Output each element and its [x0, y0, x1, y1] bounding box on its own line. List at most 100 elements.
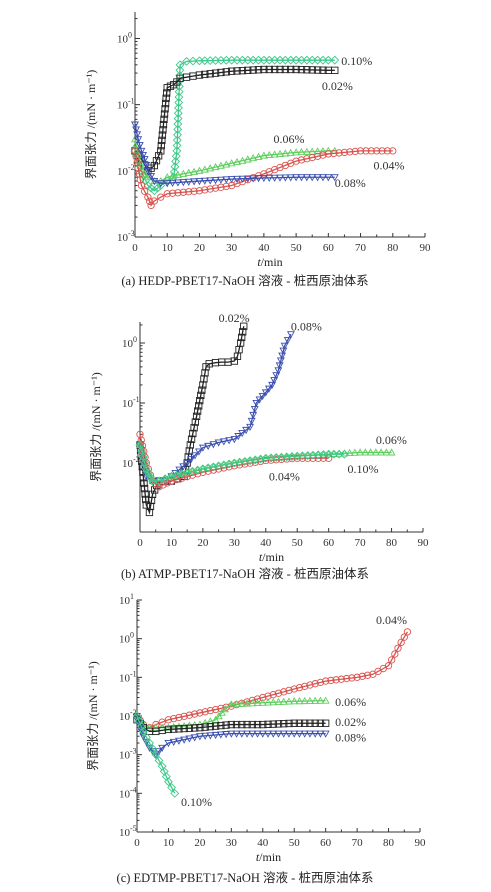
data-point	[279, 697, 288, 705]
data-point	[196, 709, 204, 717]
data-point	[191, 452, 199, 460]
y-tick-label: 10-3	[117, 229, 135, 244]
data-point	[259, 151, 268, 159]
y-tick-label: 10-4	[119, 785, 137, 800]
y-tick-label: 10-3	[119, 747, 137, 762]
data-point	[232, 699, 241, 708]
x-axis-label: t/min	[257, 255, 282, 269]
data-point	[206, 707, 215, 715]
data-point	[148, 476, 158, 486]
data-point	[173, 108, 183, 118]
data-point	[173, 170, 182, 178]
data-point	[227, 159, 236, 167]
data-point	[185, 711, 194, 719]
series-label: 0.04%	[373, 159, 404, 173]
data-point	[151, 723, 160, 731]
data-point	[276, 149, 284, 157]
data-point	[211, 177, 220, 185]
data-point	[195, 402, 203, 410]
x-tick-label: 70	[355, 537, 367, 549]
data-point	[160, 115, 168, 123]
data-point	[297, 148, 306, 156]
data-point	[331, 66, 339, 74]
y-axis-label: 界面张力 /(mN · m⁻¹)	[89, 372, 103, 482]
data-point	[337, 675, 346, 683]
data-point	[170, 725, 178, 733]
data-point	[187, 435, 196, 443]
data-point	[240, 322, 248, 330]
data-point	[160, 474, 170, 484]
data-point	[190, 424, 198, 432]
series-0-02pct	[131, 65, 339, 175]
data-point	[151, 750, 161, 760]
data-point	[137, 436, 145, 444]
data-point	[384, 662, 393, 670]
data-point	[145, 723, 154, 731]
data-point	[242, 426, 251, 435]
data-point	[270, 174, 279, 182]
data-point	[184, 178, 193, 186]
series-line	[136, 715, 176, 794]
data-point	[234, 433, 243, 441]
data-point	[340, 449, 349, 457]
data-point	[311, 696, 320, 704]
data-point	[316, 730, 325, 738]
data-point	[301, 682, 309, 690]
data-point	[134, 136, 143, 144]
data-point	[292, 174, 301, 182]
data-point	[371, 448, 380, 456]
data-point	[264, 385, 273, 393]
data-point	[275, 362, 284, 370]
data-point	[217, 68, 225, 77]
data-point	[295, 684, 304, 692]
data-point	[206, 732, 215, 740]
panel-caption: (a) HEDP-PBET17-NaOH 溶液 - 桩西原油体系	[121, 273, 368, 288]
series-0-04pct	[133, 628, 412, 732]
data-point	[175, 60, 185, 70]
data-point	[201, 186, 209, 194]
data-point	[276, 174, 284, 182]
data-point	[217, 708, 226, 716]
data-point	[297, 156, 306, 164]
data-point	[167, 783, 177, 792]
data-point	[238, 333, 246, 342]
data-point	[292, 65, 300, 74]
data-point	[302, 174, 311, 182]
series-0-02pct	[136, 322, 248, 517]
data-point	[265, 150, 274, 159]
data-point	[195, 166, 204, 174]
data-point	[400, 633, 408, 641]
x-tick-label: 80	[386, 537, 398, 549]
data-point	[211, 715, 220, 723]
y-tick-label: 10-1	[119, 669, 137, 684]
data-point	[340, 148, 349, 157]
data-point	[163, 89, 171, 97]
data-point	[174, 92, 184, 102]
x-axis-label: t/min	[259, 550, 284, 564]
series-label: 0.08%	[335, 176, 366, 190]
x-tick-label: 60	[323, 537, 335, 549]
x-tick-label: 70	[355, 242, 367, 254]
data-point	[219, 460, 229, 470]
data-point	[321, 730, 330, 738]
series-line	[136, 631, 408, 729]
x-tick-label: 40	[258, 242, 270, 254]
data-point	[316, 719, 325, 727]
data-point	[149, 186, 159, 196]
data-point	[322, 677, 330, 685]
y-axis-label: 界面张力 /(mN · m⁻¹)	[86, 661, 100, 771]
data-point	[183, 473, 191, 481]
data-point	[270, 377, 279, 385]
data-point	[264, 698, 272, 706]
data-point	[198, 464, 208, 474]
data-point	[208, 462, 218, 472]
x-tick-label: 90	[415, 837, 427, 849]
data-point	[306, 681, 314, 689]
data-point	[162, 94, 170, 102]
data-point	[300, 730, 309, 738]
data-point	[243, 720, 251, 729]
data-point	[233, 179, 241, 188]
series-label: 0.08%	[291, 319, 322, 333]
data-point	[156, 181, 166, 190]
data-point	[276, 357, 285, 365]
